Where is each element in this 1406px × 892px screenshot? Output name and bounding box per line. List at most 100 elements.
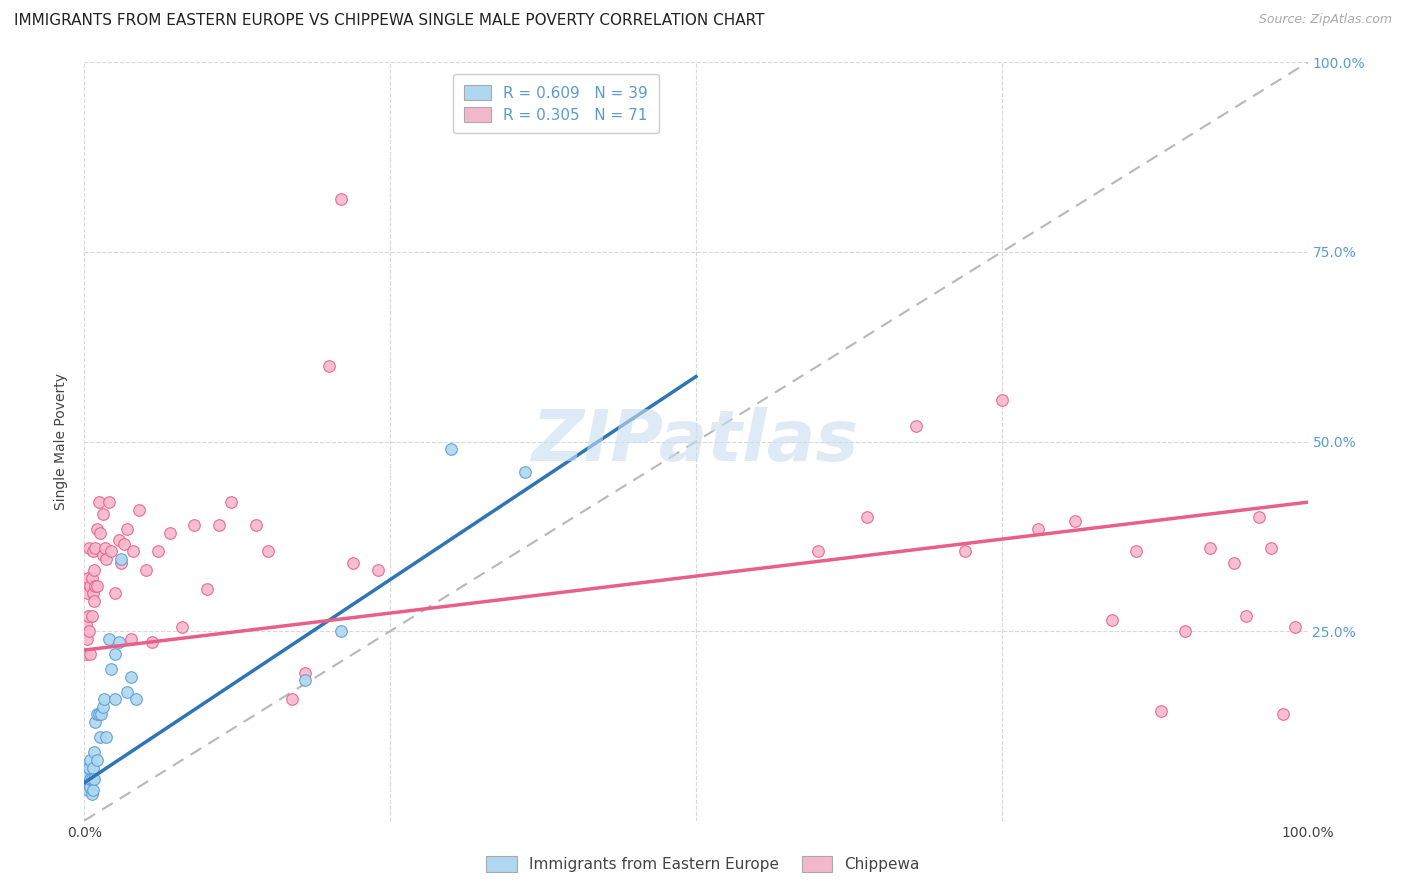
Point xyxy=(82,586,104,600)
Point xyxy=(97,495,120,509)
Point xyxy=(1284,620,1306,634)
Point xyxy=(86,753,108,767)
Point xyxy=(83,594,105,608)
Point xyxy=(87,495,110,509)
Point xyxy=(1150,704,1173,718)
Point xyxy=(159,525,181,540)
Text: IMMIGRANTS FROM EASTERN EUROPE VS CHIPPEWA SINGLE MALE POVERTY CORRELATION CHART: IMMIGRANTS FROM EASTERN EUROPE VS CHIPPE… xyxy=(14,13,765,29)
Point xyxy=(1101,613,1123,627)
Point xyxy=(79,780,101,794)
Legend: R = 0.609   N = 39, R = 0.305   N = 71: R = 0.609 N = 39, R = 0.305 N = 71 xyxy=(453,74,658,133)
Point xyxy=(86,579,108,593)
Point xyxy=(94,541,117,555)
Point xyxy=(84,715,107,730)
Point xyxy=(91,699,114,714)
Point xyxy=(208,517,231,532)
Point xyxy=(135,564,157,578)
Point xyxy=(1064,514,1087,528)
Point xyxy=(86,522,108,536)
Point xyxy=(77,783,100,797)
Point xyxy=(77,768,100,782)
Point xyxy=(79,579,101,593)
Point xyxy=(100,544,122,558)
Point xyxy=(1223,556,1246,570)
Point xyxy=(905,419,928,434)
Point xyxy=(91,548,114,563)
Y-axis label: Single Male Poverty: Single Male Poverty xyxy=(55,373,69,510)
Point xyxy=(115,685,138,699)
Point xyxy=(807,544,830,558)
Point xyxy=(1260,541,1282,555)
Point xyxy=(96,730,118,744)
Point xyxy=(89,525,111,540)
Point xyxy=(112,537,135,551)
Point xyxy=(219,495,242,509)
Point xyxy=(141,635,163,649)
Point xyxy=(77,760,100,774)
Point xyxy=(1125,544,1147,558)
Point xyxy=(75,647,97,661)
Point xyxy=(79,772,101,786)
Point xyxy=(79,647,101,661)
Point xyxy=(86,707,108,722)
Point xyxy=(91,507,114,521)
Text: Source: ZipAtlas.com: Source: ZipAtlas.com xyxy=(1258,13,1392,27)
Point xyxy=(1236,608,1258,623)
Point xyxy=(76,632,98,646)
Point xyxy=(120,632,142,646)
Point xyxy=(1028,522,1050,536)
Text: ZIPatlas: ZIPatlas xyxy=(533,407,859,476)
Point xyxy=(172,620,194,634)
Point xyxy=(80,608,103,623)
Point xyxy=(183,517,205,532)
Point xyxy=(110,552,132,566)
Point xyxy=(115,522,138,536)
Point xyxy=(80,772,103,786)
Point xyxy=(76,586,98,600)
Point xyxy=(76,780,98,794)
Point xyxy=(100,662,122,676)
Point xyxy=(77,541,100,555)
Point xyxy=(318,359,340,373)
Point xyxy=(77,624,100,639)
Point xyxy=(80,571,103,585)
Point xyxy=(75,776,97,790)
Legend: Immigrants from Eastern Europe, Chippewa: Immigrants from Eastern Europe, Chippewa xyxy=(478,848,928,880)
Point xyxy=(84,579,107,593)
Point xyxy=(77,571,100,585)
Point xyxy=(110,556,132,570)
Point xyxy=(77,608,100,623)
Point xyxy=(1272,707,1295,722)
Point xyxy=(1174,624,1197,639)
Point xyxy=(80,787,103,801)
Point xyxy=(77,776,100,790)
Point xyxy=(76,760,98,774)
Point xyxy=(330,624,353,639)
Point xyxy=(122,544,145,558)
Point xyxy=(125,692,148,706)
Point xyxy=(195,582,218,597)
Point xyxy=(104,692,127,706)
Point xyxy=(991,392,1014,407)
Point xyxy=(79,753,101,767)
Point xyxy=(75,764,97,779)
Point xyxy=(128,503,150,517)
Point xyxy=(82,760,104,774)
Point xyxy=(82,544,104,558)
Point xyxy=(104,647,127,661)
Point xyxy=(342,556,364,570)
Point xyxy=(146,544,169,558)
Point xyxy=(281,692,304,706)
Point xyxy=(83,772,105,786)
Point xyxy=(83,564,105,578)
Point xyxy=(96,552,118,566)
Point xyxy=(93,692,115,706)
Point xyxy=(953,544,976,558)
Point xyxy=(856,510,879,524)
Point xyxy=(245,517,267,532)
Point xyxy=(107,533,129,548)
Point xyxy=(75,616,97,631)
Point xyxy=(89,730,111,744)
Point xyxy=(294,665,316,680)
Point xyxy=(87,707,110,722)
